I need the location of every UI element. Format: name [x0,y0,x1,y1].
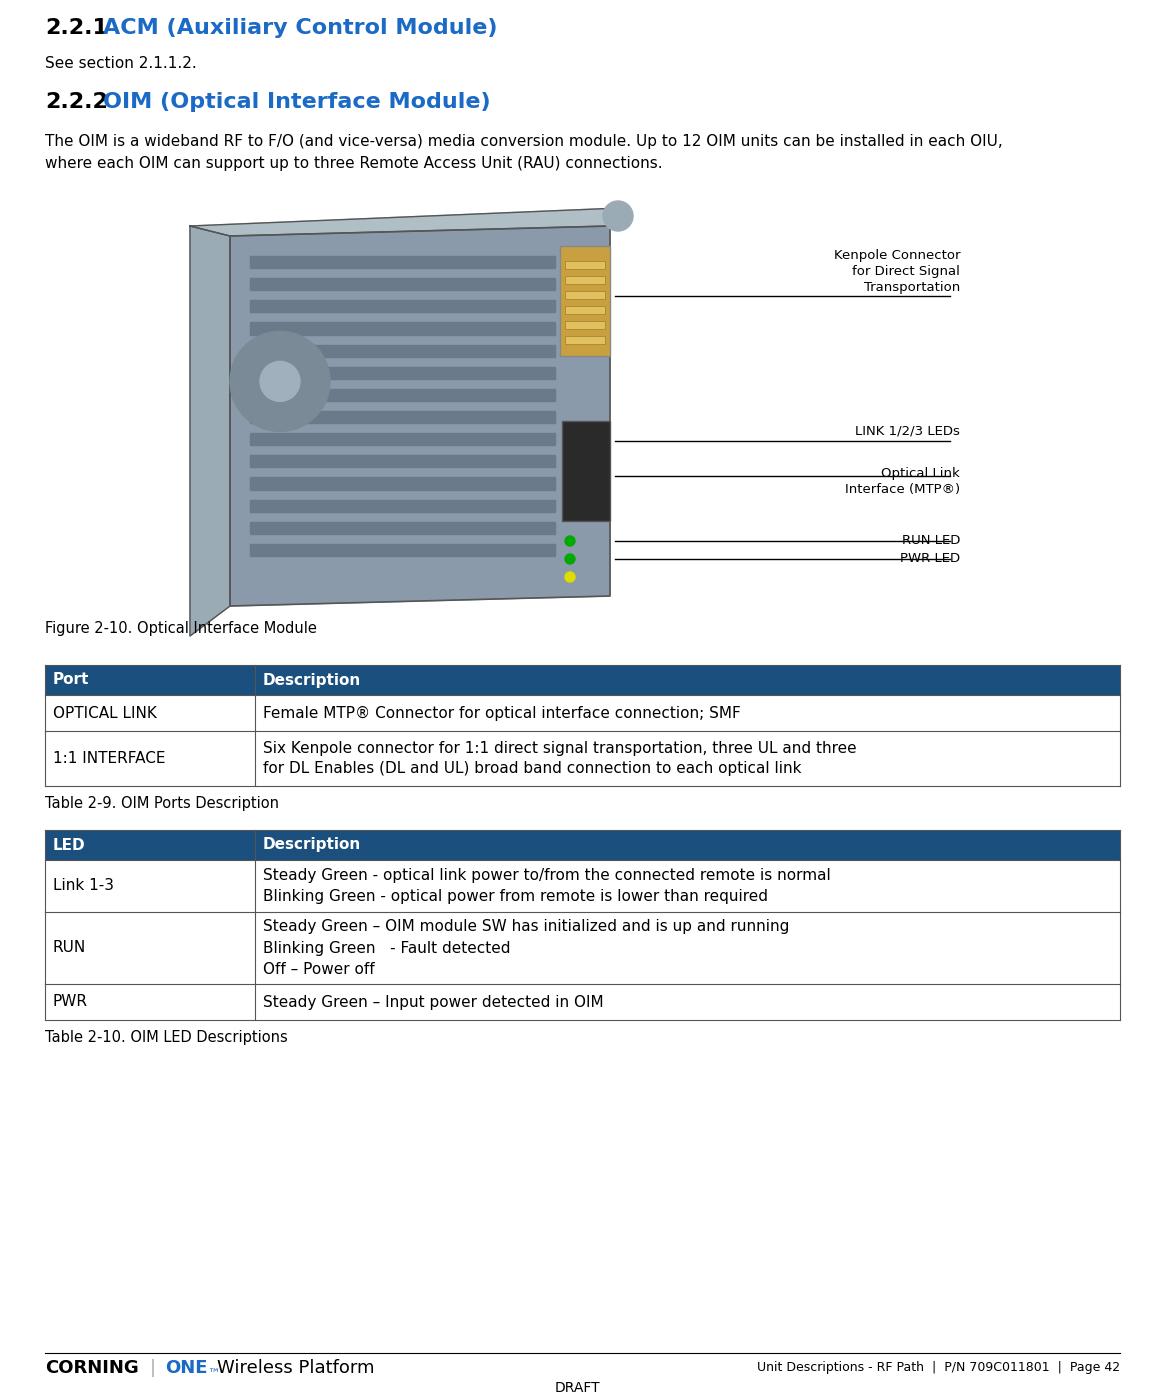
Text: Steady Green - optical link power to/from the connected remote is normal
Blinkin: Steady Green - optical link power to/fro… [262,867,830,904]
Text: |: | [150,1358,156,1377]
Text: Steady Green – Input power detected in OIM: Steady Green – Input power detected in O… [262,995,603,1010]
Polygon shape [249,411,556,422]
Polygon shape [249,522,556,534]
Text: RUN LED: RUN LED [902,534,960,547]
Text: PWR: PWR [53,995,88,1010]
Bar [565,306,605,313]
Text: ONE: ONE [165,1358,208,1377]
Text: OIM (Optical Interface Module): OIM (Optical Interface Module) [103,92,491,112]
Text: ™: ™ [207,1368,219,1381]
Text: DRAFT: DRAFT [554,1381,599,1395]
Text: Figure 2-10. Optical Interface Module: Figure 2-10. Optical Interface Module [45,621,316,637]
Bar [45,695,1120,732]
Polygon shape [249,367,556,379]
Polygon shape [191,227,230,637]
Text: LED: LED [53,838,85,852]
Bar [45,665,1120,695]
Bar [565,291,605,299]
Circle shape [565,572,575,582]
Text: Description: Description [262,673,360,687]
Bar [565,336,605,344]
Text: 1:1 INTERFACE: 1:1 INTERFACE [53,751,165,767]
Bar [45,830,1120,860]
Circle shape [565,536,575,546]
Polygon shape [249,499,556,512]
Text: See section 2.1.1.2.: See section 2.1.1.2. [45,56,196,71]
Bar [560,246,610,355]
Polygon shape [249,301,556,312]
Bar [565,276,605,284]
Text: ACM (Auxiliary Control Module): ACM (Auxiliary Control Module) [103,18,498,38]
Polygon shape [249,344,556,357]
Text: 2.2.1: 2.2.1 [45,18,109,38]
Polygon shape [249,389,556,402]
Circle shape [565,554,575,564]
Bar [45,732,1120,786]
Text: LINK 1/2/3 LEDs: LINK 1/2/3 LEDs [855,424,960,438]
Bar [45,912,1120,983]
Polygon shape [249,256,556,269]
Polygon shape [249,544,556,555]
Bar [565,262,605,269]
Circle shape [603,201,633,231]
Bar [45,860,1120,912]
Text: Steady Green – OIM module SW has initialized and is up and running
Blinking Gree: Steady Green – OIM module SW has initial… [262,919,789,977]
Polygon shape [249,477,556,490]
Text: PWR LED: PWR LED [900,553,960,565]
Polygon shape [249,434,556,445]
Text: Port: Port [53,673,89,687]
Polygon shape [249,455,556,467]
Polygon shape [230,227,610,606]
Circle shape [260,361,300,402]
Polygon shape [249,322,556,334]
Circle shape [230,332,330,431]
Text: Link 1-3: Link 1-3 [53,879,114,894]
Text: Table 2-10. OIM LED Descriptions: Table 2-10. OIM LED Descriptions [45,1030,288,1045]
Bar [562,421,610,520]
Text: Table 2-9. OIM Ports Description: Table 2-9. OIM Ports Description [45,796,280,811]
Text: Optical Link
Interface (MTP®): Optical Link Interface (MTP®) [844,466,960,495]
Text: RUN: RUN [53,940,87,956]
Text: Six Kenpole connector for 1:1 direct signal transportation, three UL and three
f: Six Kenpole connector for 1:1 direct sig… [262,740,856,776]
Text: OPTICAL LINK: OPTICAL LINK [53,705,157,720]
Polygon shape [191,208,620,236]
Text: The OIM is a wideband RF to F/O (and vice-versa) media conversion module. Up to : The OIM is a wideband RF to F/O (and vic… [45,134,1003,150]
Text: 2.2.2: 2.2.2 [45,92,107,112]
Bar [45,983,1120,1020]
Text: Female MTP® Connector for optical interface connection; SMF: Female MTP® Connector for optical interf… [262,705,740,720]
Polygon shape [249,278,556,291]
Text: CORNING: CORNING [45,1358,139,1377]
Bar [565,320,605,329]
Text: Wireless Platform: Wireless Platform [217,1358,374,1377]
Text: where each OIM can support up to three Remote Access Unit (RAU) connections.: where each OIM can support up to three R… [45,157,663,171]
Text: Description: Description [262,838,360,852]
Text: Kenpole Connector
for Direct Signal
Transportation: Kenpole Connector for Direct Signal Tran… [834,249,960,294]
Text: Unit Descriptions - RF Path  |  P/N 709C011801  |  Page 42: Unit Descriptions - RF Path | P/N 709C01… [757,1361,1120,1374]
